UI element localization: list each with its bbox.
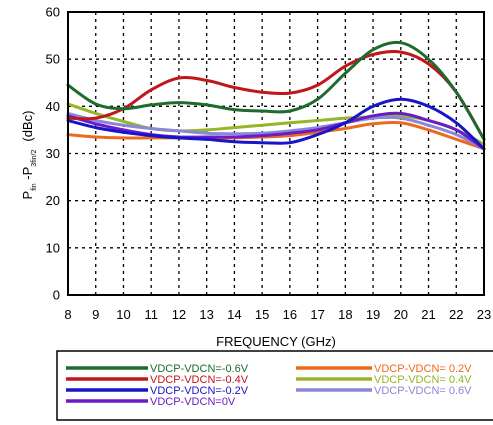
x-tick-label: 14 (227, 307, 241, 322)
x-tick-label: 10 (116, 307, 130, 322)
series-line (66, 111, 486, 151)
y-tick-label: 20 (46, 193, 60, 208)
y-axis-title-p2: -P (20, 167, 35, 184)
x-tick-label: 20 (394, 307, 408, 322)
legend-label: VDCP-VDCN=0V (150, 396, 236, 408)
legend-label: VDCP-VDCN= 0.6V (374, 385, 472, 397)
y-tick-label: 0 (53, 288, 60, 303)
y-axis-title-sub1: fin (31, 183, 38, 191)
x-tick-label: 9 (92, 307, 99, 322)
series-line (66, 40, 486, 141)
legend-item: VDCP-VDCN= 0.6V (296, 385, 472, 397)
x-tick-label: 12 (172, 307, 186, 322)
x-tick-label: 21 (421, 307, 435, 322)
x-tick-label: 13 (199, 307, 213, 322)
y-tick-label: 10 (46, 240, 60, 255)
y-axis-title-unit: (dBc) (20, 111, 35, 142)
x-tick-label: 22 (449, 307, 463, 322)
legend-item: VDCP-VDCN=-0.6V (66, 363, 249, 375)
legend-item: VDCP-VDCN=-0.2V (66, 385, 249, 397)
x-tick-label: 23 (477, 307, 491, 322)
legend-label: VDCP-VDCN= 0.4V (374, 374, 472, 386)
x-tick-labels: 8 9 10 11 12 13 14 15 16 17 18 19 20 21 22 23 (64, 307, 491, 322)
x-tick-label: 15 (255, 307, 269, 322)
x-tick-label: 8 (64, 307, 71, 322)
y-tick-label: 60 (46, 5, 60, 20)
x-tick-label: 17 (310, 307, 324, 322)
y-tick-label: 50 (46, 52, 60, 67)
legend-label: VDCP-VDCN= 0.2V (374, 363, 472, 375)
legend-label: VDCP-VDCN=-0.2V (150, 385, 249, 397)
y-axis-title-sub2: 3fin/2 (31, 150, 38, 167)
x-tick-label: 18 (338, 307, 352, 322)
x-tick-label: 19 (366, 307, 380, 322)
legend-item: VDCP-VDCN= 0.4V (296, 374, 472, 386)
y-tick-label: 30 (46, 146, 60, 161)
x-axis-title: FREQUENCY (GHz) (216, 334, 336, 349)
legend-label: VDCP-VDCN=-0.4V (150, 374, 249, 386)
y-tick-label: 40 (46, 99, 60, 114)
svg-text:Pfin -P3fin/2(dBc): Pfin -P3fin/2 (dBc) (20, 111, 38, 200)
y-axis-title-p1: P (20, 191, 35, 200)
grid-lines (68, 12, 484, 295)
series-line (66, 49, 486, 141)
plot-frame (67, 11, 485, 296)
series-line (66, 111, 486, 151)
series-line (66, 120, 486, 151)
legend-item: VDCP-VDCN= 0.2V (296, 363, 472, 375)
y-axis-title: Pfin -P3fin/2 (dBc) (20, 111, 38, 200)
x-tick-label: 11 (144, 307, 158, 322)
legend-label: VDCP-VDCN=-0.6V (150, 363, 249, 375)
legend-item: VDCP-VDCN=0V (66, 396, 236, 408)
y-tick-labels: 0 10 20 30 40 50 60 (46, 5, 60, 303)
legend-item: VDCP-VDCN=-0.4V (66, 374, 249, 386)
x-tick-label: 16 (283, 307, 297, 322)
legend-box (56, 350, 493, 421)
series-lines (66, 40, 486, 151)
legend: VDCP-VDCN=-0.6VVDCP-VDCN=-0.4VVDCP-VDCN=… (66, 363, 472, 408)
series-line (66, 97, 486, 151)
